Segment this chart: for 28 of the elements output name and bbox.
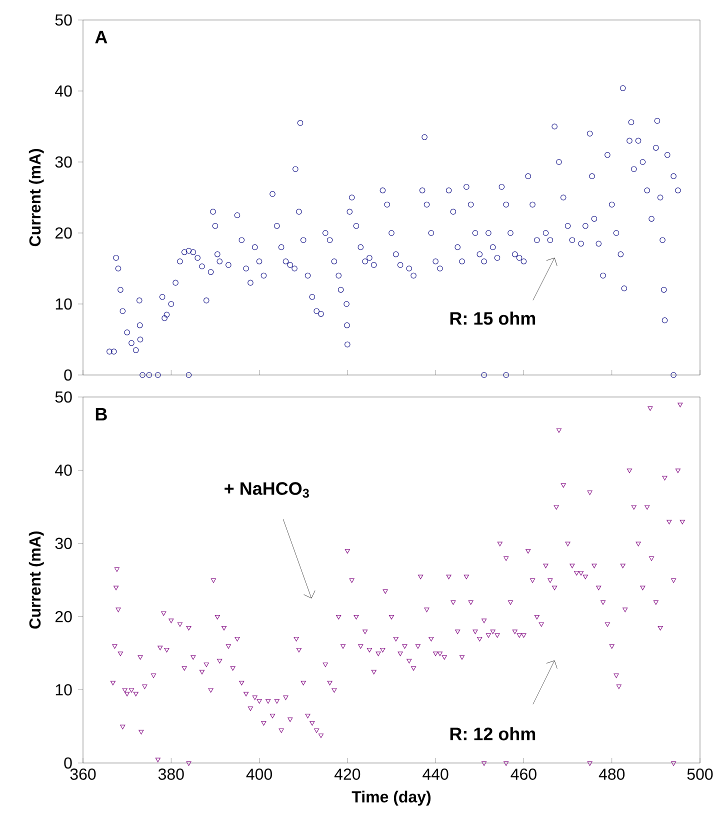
x-axis-title: Time (day): [352, 790, 431, 806]
x-tick-label: 460: [510, 768, 536, 780]
x-tick-label: 400: [246, 768, 272, 780]
x-tick-label: 500: [687, 768, 713, 780]
y-tick-label: 40: [55, 464, 72, 476]
x-tick-label: 440: [422, 768, 448, 780]
y-tick-label: 50: [55, 391, 72, 403]
y-tick-label: 20: [55, 610, 72, 622]
y-tick-label: 10: [56, 684, 72, 696]
y-tick-label: 20: [55, 227, 72, 239]
annotation: + NaHCO$_{3}$: [224, 482, 309, 498]
y-tick-label: 10: [56, 298, 72, 310]
annotation: R: 15 ohm: [450, 312, 536, 325]
y-tick-label: 50: [55, 14, 72, 26]
x-tick-label: 380: [158, 768, 184, 780]
y-tick-label: 30: [55, 156, 72, 168]
y-tick-label: 0: [64, 757, 72, 769]
y-tick-label: 0: [64, 369, 72, 381]
y-tick-label: 30: [55, 538, 72, 550]
annotation: A: [95, 30, 108, 44]
x-tick-label: 420: [334, 768, 360, 780]
annotation: R: 12 ohm: [450, 727, 536, 740]
y-axis-title: Current (mA): [28, 148, 44, 246]
x-tick-label: 480: [598, 768, 625, 780]
x-tick-label: 360: [70, 768, 96, 780]
y-tick-label: 40: [55, 85, 72, 97]
annotation: B: [96, 408, 107, 420]
y-axis-title: Current (mA): [28, 531, 44, 629]
